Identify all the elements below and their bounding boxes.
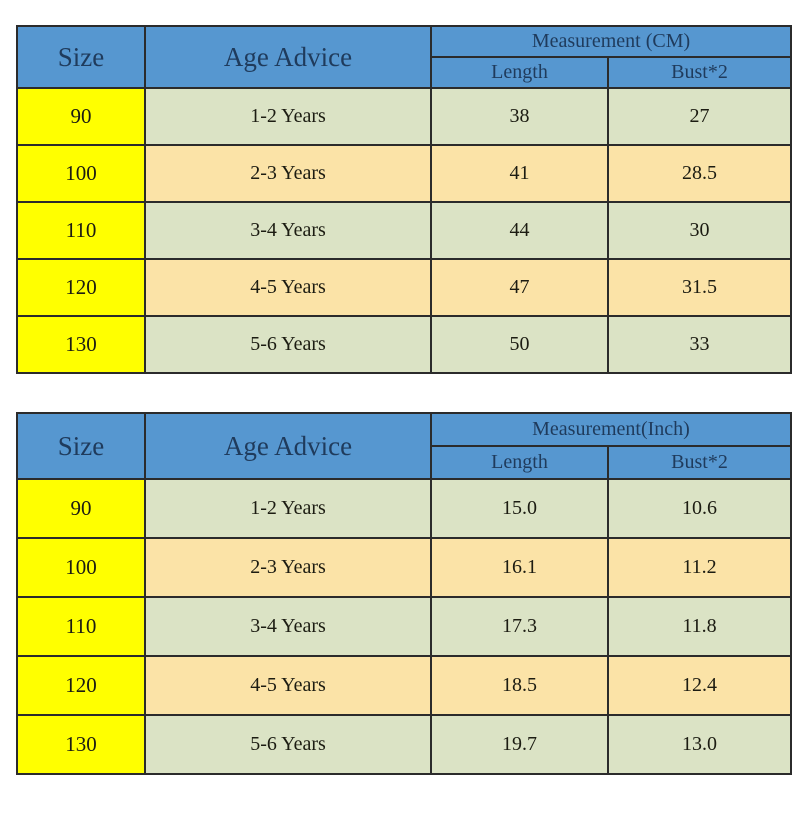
size-column-header: Size [16,25,146,89]
table-row: 110 3-4 Years 44 30 [16,201,793,260]
table-row: 120 4-5 Years 18.5 12.4 [16,655,792,716]
length-cell: 41 [430,144,609,203]
size-cell: 130 [16,315,146,374]
length-column-header: Length [430,56,609,89]
age-cell: 2-3 Years [144,537,432,598]
size-cell: 120 [16,258,146,317]
size-column-header: Size [16,412,146,480]
age-cell: 1-2 Years [144,87,432,146]
age-advice-column-header: Age Advice [144,412,432,480]
length-cell: 17.3 [430,596,609,657]
measurement-group-header: Measurement(Inch) [430,412,792,447]
bust-cell: 33 [606,315,793,374]
table-row: 100 2-3 Years 41 28.5 [16,144,793,203]
size-cell: 100 [16,537,146,598]
size-cell: 110 [16,596,146,657]
size-cell: 110 [16,201,146,260]
bust-cell: 10.6 [607,478,792,539]
length-cell: 38 [430,87,609,146]
size-cell: 100 [16,144,146,203]
bust-cell: 11.2 [607,537,792,598]
table-row: 90 1-2 Years 15.0 10.6 [16,478,792,539]
header-row-sub: Length Bust*2 [17,445,792,480]
header-row-group: Size Age Advice Measurement(Inch) [16,412,792,480]
bust-cell: 13.0 [607,714,792,775]
size-chart-inch-table: Size Age Advice Measurement(Inch) Length… [16,412,792,775]
table-row: 130 5-6 Years 50 33 [16,315,793,374]
bust-cell: 27 [606,87,793,146]
age-cell: 3-4 Years [144,596,432,657]
age-cell: 2-3 Years [144,144,432,203]
bust-column-header: Bust*2 [606,56,793,89]
size-cell: 120 [16,655,146,716]
bust-cell: 28.5 [606,144,793,203]
age-cell: 4-5 Years [144,258,432,317]
size-cell: 130 [16,714,146,775]
length-cell: 16.1 [430,537,609,598]
table-row: 90 1-2 Years 38 27 [16,87,793,146]
bust-cell: 12.4 [607,655,792,716]
measurement-group-header: Measurement (CM) [429,25,793,58]
age-cell: 3-4 Years [144,201,432,260]
age-cell: 5-6 Years [144,714,432,775]
length-cell: 18.5 [430,655,609,716]
bust-column-header: Bust*2 [607,445,792,480]
length-column-header: Length [430,445,609,480]
table-row: 110 3-4 Years 17.3 11.8 [16,596,792,657]
bust-cell: 30 [606,201,793,260]
length-cell: 19.7 [430,714,609,775]
size-cell: 90 [16,478,146,539]
header-row-sub: Length Bust*2 [17,56,793,89]
bust-cell: 31.5 [606,258,793,317]
table-row: 130 5-6 Years 19.7 13.0 [16,714,792,775]
length-cell: 47 [430,258,609,317]
age-cell: 4-5 Years [144,655,432,716]
table-row: 100 2-3 Years 16.1 11.2 [16,537,792,598]
bust-cell: 11.8 [607,596,792,657]
age-cell: 1-2 Years [144,478,432,539]
size-chart-cm-table: Size Age Advice Measurement (CM) Length … [16,25,793,374]
length-cell: 15.0 [430,478,609,539]
table-row: 120 4-5 Years 47 31.5 [16,258,793,317]
length-cell: 44 [430,201,609,260]
age-cell: 5-6 Years [144,315,432,374]
length-cell: 50 [430,315,609,374]
age-advice-column-header: Age Advice [144,25,432,89]
size-cell: 90 [16,87,146,146]
header-row-group: Size Age Advice Measurement (CM) [16,25,793,89]
